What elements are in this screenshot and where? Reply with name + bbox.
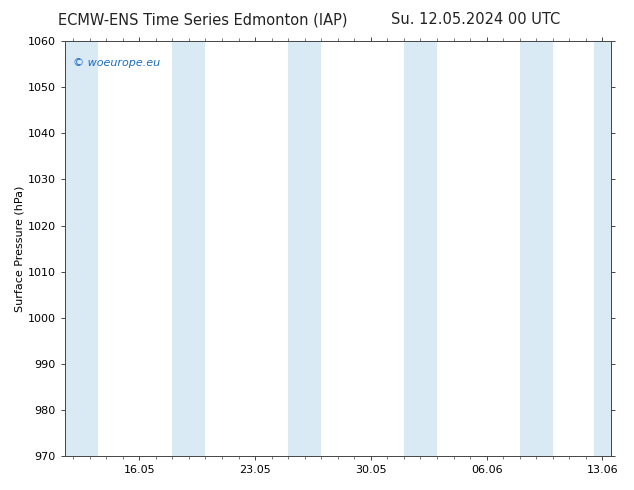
Bar xyxy=(288,41,321,456)
Bar xyxy=(65,41,98,456)
Text: © woeurope.eu: © woeurope.eu xyxy=(73,58,160,68)
Bar xyxy=(404,41,437,456)
Bar xyxy=(594,41,619,456)
Y-axis label: Surface Pressure (hPa): Surface Pressure (hPa) xyxy=(15,185,25,312)
Text: ECMW-ENS Time Series Edmonton (IAP): ECMW-ENS Time Series Edmonton (IAP) xyxy=(58,12,347,27)
Bar xyxy=(520,41,553,456)
Bar xyxy=(172,41,205,456)
Text: Su. 12.05.2024 00 UTC: Su. 12.05.2024 00 UTC xyxy=(391,12,560,27)
